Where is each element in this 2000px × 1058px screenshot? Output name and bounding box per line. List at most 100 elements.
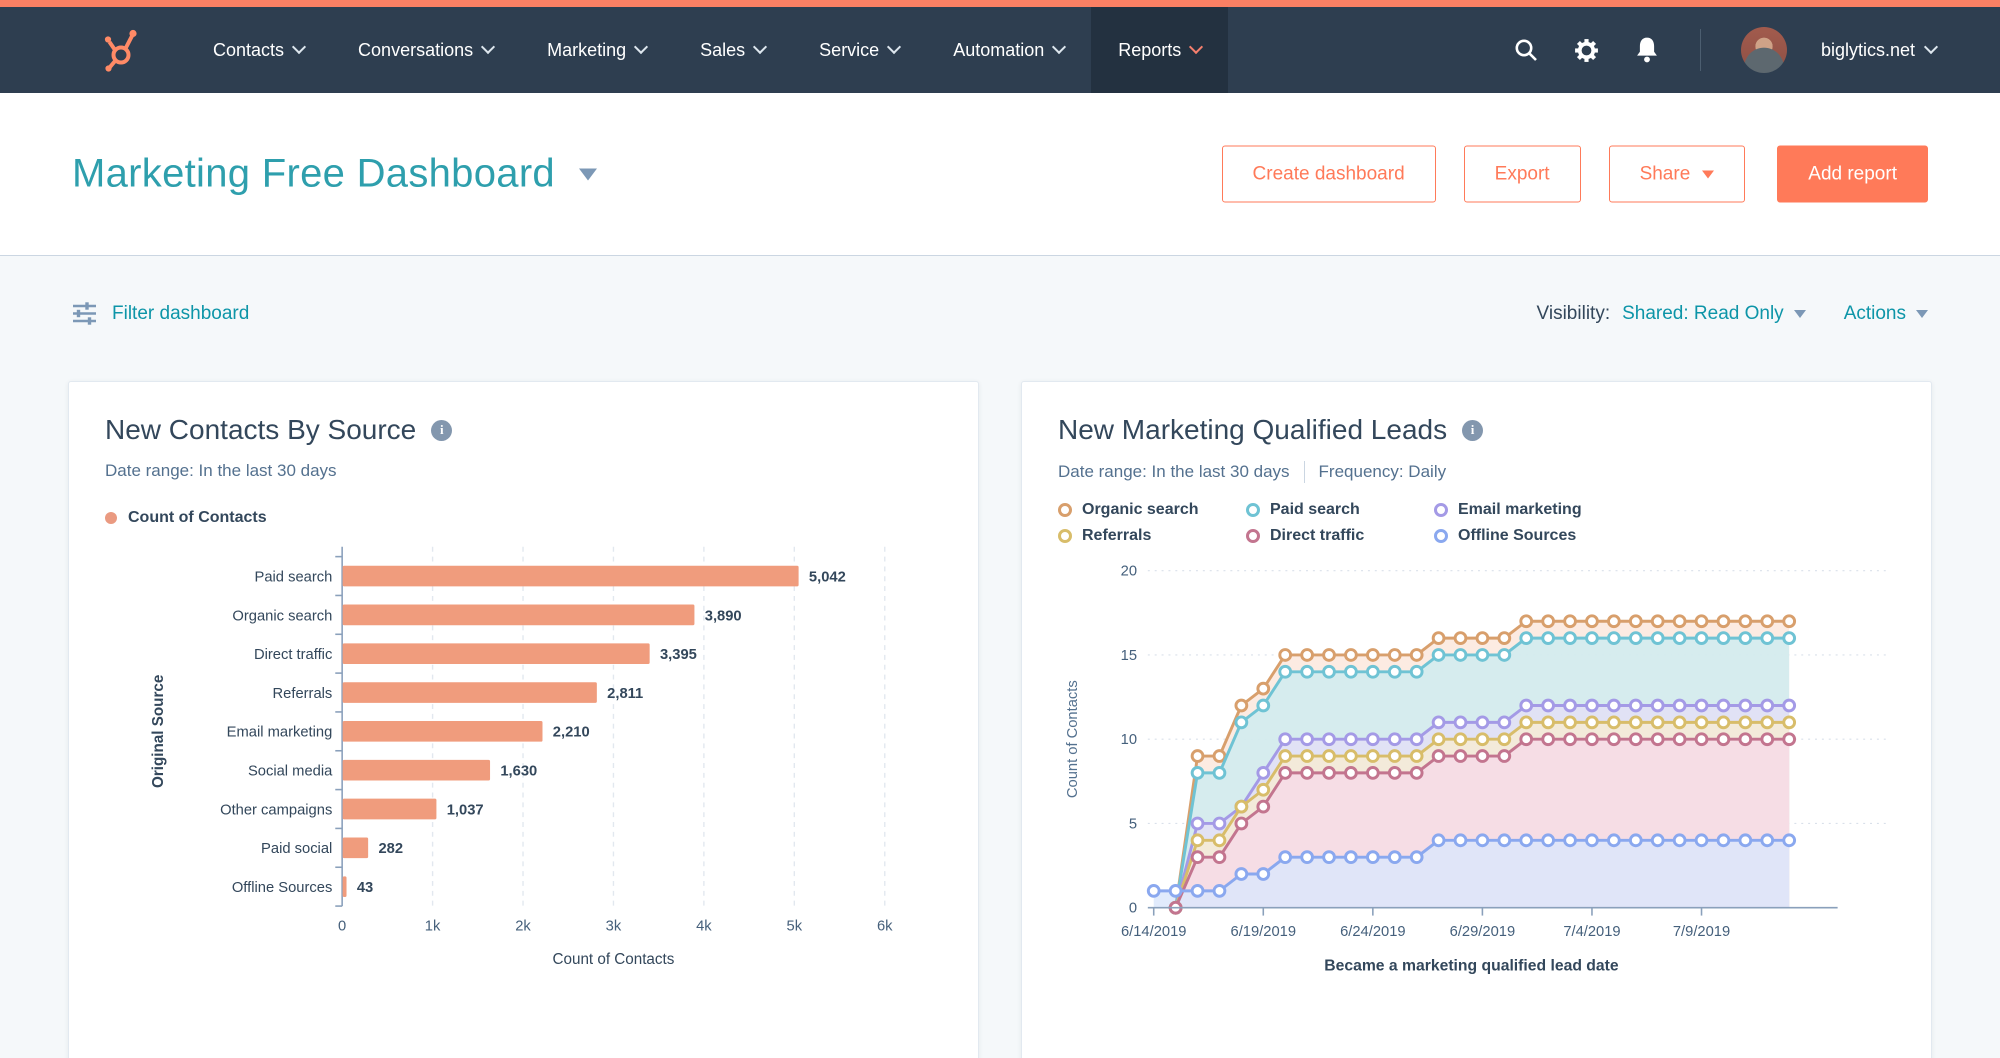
data-marker[interactable] xyxy=(1387,749,1402,763)
data-marker[interactable] xyxy=(1716,732,1731,747)
data-marker[interactable] xyxy=(1716,698,1731,713)
data-marker[interactable] xyxy=(1234,799,1249,814)
data-marker[interactable] xyxy=(1365,664,1380,679)
data-marker[interactable] xyxy=(1234,816,1249,831)
data-marker[interactable] xyxy=(1475,749,1490,763)
data-marker[interactable] xyxy=(1738,614,1753,629)
data-marker[interactable] xyxy=(1322,749,1336,763)
data-marker[interactable] xyxy=(1738,833,1753,848)
data-marker[interactable] xyxy=(1300,766,1314,780)
bar-email-marketing[interactable] xyxy=(342,721,543,742)
data-marker[interactable] xyxy=(1387,766,1402,780)
data-marker[interactable] xyxy=(1694,698,1709,713)
data-marker[interactable] xyxy=(1519,631,1534,645)
data-marker[interactable] xyxy=(1606,614,1621,629)
data-marker[interactable] xyxy=(1300,648,1314,662)
legend-email-marketing[interactable]: Email marketing xyxy=(1434,501,1644,519)
data-marker[interactable] xyxy=(1694,833,1709,848)
data-marker[interactable] xyxy=(1256,681,1271,696)
data-marker[interactable] xyxy=(1475,715,1490,730)
data-marker[interactable] xyxy=(1519,698,1534,713)
data-marker[interactable] xyxy=(1760,715,1775,730)
data-marker[interactable] xyxy=(1344,732,1358,747)
data-marker[interactable] xyxy=(1541,715,1556,730)
data-marker[interactable] xyxy=(1782,698,1797,713)
data-marker[interactable] xyxy=(1212,850,1227,865)
data-marker[interactable] xyxy=(1409,648,1424,662)
data-marker[interactable] xyxy=(1409,766,1424,780)
data-marker[interactable] xyxy=(1541,631,1556,645)
dashboard-title-dropdown[interactable]: Marketing Free Dashboard xyxy=(72,152,597,197)
data-marker[interactable] xyxy=(1650,715,1665,730)
nav-item-reports[interactable]: Reports xyxy=(1091,7,1229,93)
add-report-button[interactable]: Add report xyxy=(1777,145,1928,203)
data-marker[interactable] xyxy=(1694,631,1709,645)
data-marker[interactable] xyxy=(1782,715,1797,730)
data-marker[interactable] xyxy=(1497,749,1512,763)
legend-referrals[interactable]: Referrals xyxy=(1058,527,1246,545)
nav-item-sales[interactable]: Sales xyxy=(673,7,792,93)
bar-paid-social[interactable] xyxy=(342,837,369,859)
bar-paid-search[interactable] xyxy=(342,565,799,587)
data-marker[interactable] xyxy=(1234,867,1249,881)
data-marker[interactable] xyxy=(1387,648,1402,662)
bar-organic-search[interactable] xyxy=(342,604,695,626)
data-marker[interactable] xyxy=(1585,698,1599,713)
data-marker[interactable] xyxy=(1760,614,1775,629)
data-marker[interactable] xyxy=(1497,833,1512,848)
nav-item-marketing[interactable]: Marketing xyxy=(520,7,673,93)
data-marker[interactable] xyxy=(1190,833,1205,848)
data-marker[interactable] xyxy=(1256,698,1271,713)
data-marker[interactable] xyxy=(1344,850,1358,865)
data-marker[interactable] xyxy=(1782,732,1797,747)
info-icon[interactable] xyxy=(431,419,453,441)
data-marker[interactable] xyxy=(1628,833,1643,848)
nav-item-conversations[interactable]: Conversations xyxy=(331,7,520,93)
data-marker[interactable] xyxy=(1694,715,1709,730)
data-marker[interactable] xyxy=(1431,648,1446,662)
data-marker[interactable] xyxy=(1431,749,1446,763)
data-marker[interactable] xyxy=(1431,732,1446,747)
data-marker[interactable] xyxy=(1212,833,1227,848)
data-marker[interactable] xyxy=(1519,715,1534,730)
data-marker[interactable] xyxy=(1322,732,1336,747)
data-marker[interactable] xyxy=(1344,648,1358,662)
visibility-dropdown[interactable]: Shared: Read Only xyxy=(1622,303,1806,325)
data-marker[interactable] xyxy=(1322,664,1336,679)
data-marker[interactable] xyxy=(1365,766,1380,780)
data-marker[interactable] xyxy=(1212,766,1227,780)
data-marker[interactable] xyxy=(1256,782,1271,797)
export-button[interactable]: Export xyxy=(1463,145,1581,203)
data-marker[interactable] xyxy=(1497,631,1512,645)
data-marker[interactable] xyxy=(1190,749,1205,763)
data-marker[interactable] xyxy=(1431,833,1446,848)
data-marker[interactable] xyxy=(1365,648,1380,662)
data-marker[interactable] xyxy=(1322,850,1336,865)
data-marker[interactable] xyxy=(1585,631,1599,645)
data-marker[interactable] xyxy=(1344,749,1358,763)
data-marker[interactable] xyxy=(1606,631,1621,645)
data-marker[interactable] xyxy=(1738,732,1753,747)
data-marker[interactable] xyxy=(1563,698,1577,713)
data-marker[interactable] xyxy=(1256,867,1271,881)
data-marker[interactable] xyxy=(1585,833,1599,848)
legend-direct-traffic[interactable]: Direct traffic xyxy=(1246,527,1434,545)
data-marker[interactable] xyxy=(1497,732,1512,747)
data-marker[interactable] xyxy=(1278,648,1293,662)
data-marker[interactable] xyxy=(1760,631,1775,645)
data-marker[interactable] xyxy=(1475,631,1490,645)
data-marker[interactable] xyxy=(1278,664,1293,679)
data-marker[interactable] xyxy=(1344,766,1358,780)
data-marker[interactable] xyxy=(1168,883,1183,898)
data-marker[interactable] xyxy=(1453,648,1468,662)
data-marker[interactable] xyxy=(1563,631,1577,645)
data-marker[interactable] xyxy=(1387,850,1402,865)
data-marker[interactable] xyxy=(1606,715,1621,730)
data-marker[interactable] xyxy=(1344,664,1358,679)
data-marker[interactable] xyxy=(1190,766,1205,780)
data-marker[interactable] xyxy=(1453,833,1468,848)
bar-social-media[interactable] xyxy=(342,759,491,781)
avatar[interactable] xyxy=(1740,27,1787,73)
data-marker[interactable] xyxy=(1453,715,1468,730)
legend-organic-search[interactable]: Organic search xyxy=(1058,501,1246,519)
